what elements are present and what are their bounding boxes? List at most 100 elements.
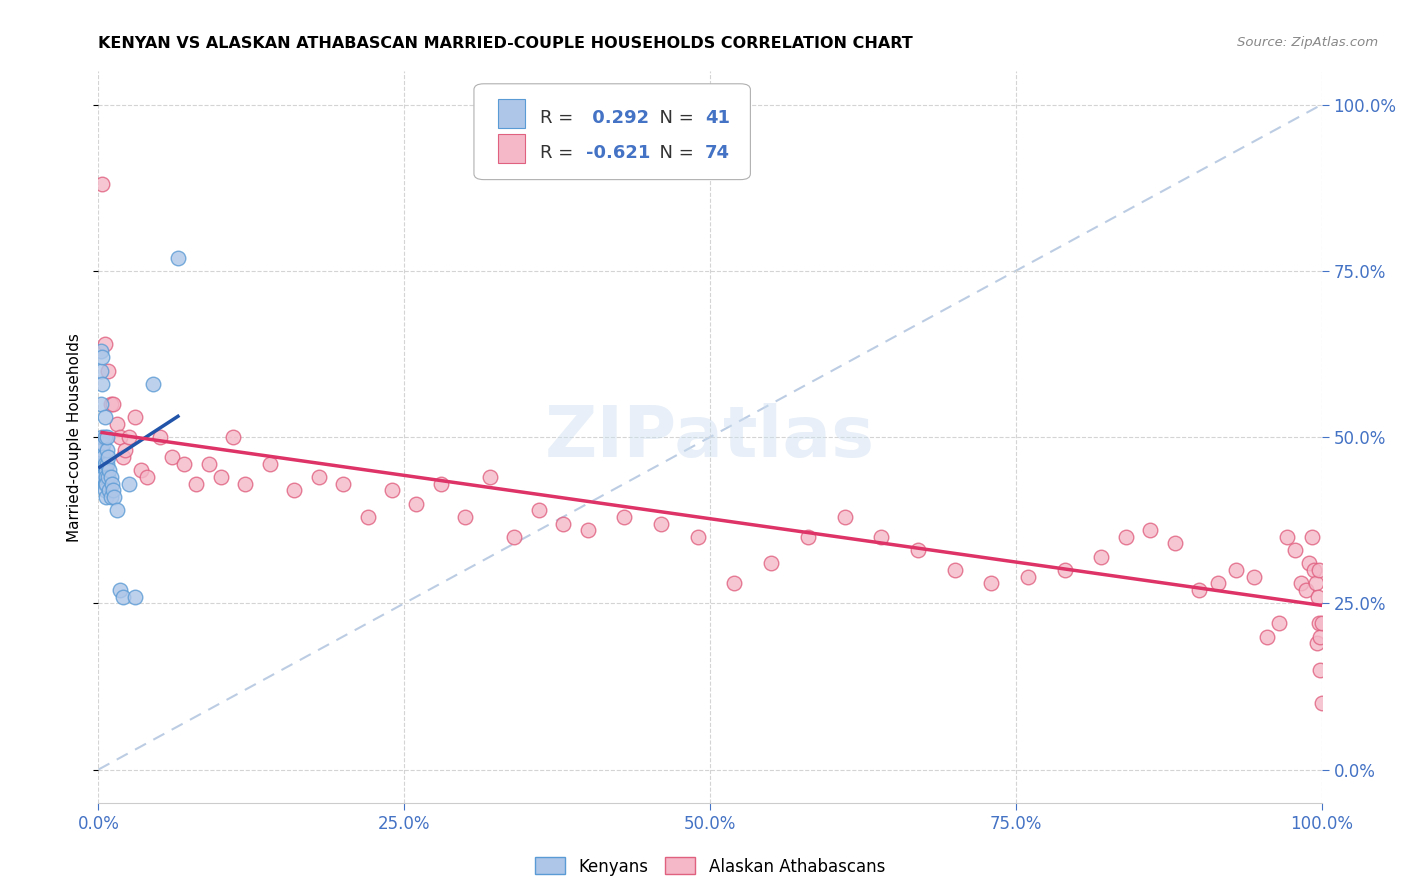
Point xyxy=(1289,576,1312,591)
Point xyxy=(527,503,550,517)
Point xyxy=(173,457,195,471)
Y-axis label: Married-couple Households: Married-couple Households xyxy=(67,333,83,541)
Point xyxy=(91,457,114,471)
Text: Source: ZipAtlas.com: Source: ZipAtlas.com xyxy=(1237,36,1378,49)
Point xyxy=(1310,696,1333,710)
Point xyxy=(186,476,208,491)
Point xyxy=(100,470,122,484)
Point xyxy=(101,397,124,411)
Point xyxy=(111,450,134,464)
Point xyxy=(650,516,672,531)
Point xyxy=(454,509,477,524)
Point xyxy=(1301,530,1323,544)
Point xyxy=(405,497,427,511)
Point xyxy=(797,530,820,544)
Text: -0.621: -0.621 xyxy=(586,144,651,161)
Text: ZIPatlas: ZIPatlas xyxy=(546,402,875,472)
Point xyxy=(943,563,966,577)
Point xyxy=(1298,557,1320,571)
Point xyxy=(381,483,404,498)
Point xyxy=(90,343,112,358)
Point xyxy=(110,430,132,444)
Point xyxy=(259,457,281,471)
Point xyxy=(89,470,111,484)
Point xyxy=(1284,543,1306,558)
Point xyxy=(118,430,141,444)
Point xyxy=(114,443,136,458)
Point xyxy=(1164,536,1187,550)
Point xyxy=(93,410,115,425)
Point xyxy=(91,470,114,484)
Point xyxy=(98,483,121,498)
Point xyxy=(94,463,117,477)
Point xyxy=(1277,530,1299,544)
Point xyxy=(90,397,112,411)
Point xyxy=(97,450,120,464)
Point xyxy=(89,450,111,464)
Point xyxy=(93,457,115,471)
Point xyxy=(834,509,856,524)
Point xyxy=(98,463,121,477)
Point xyxy=(907,543,929,558)
Point xyxy=(136,470,159,484)
Point xyxy=(93,430,115,444)
Point xyxy=(97,470,120,484)
Text: N =: N = xyxy=(648,144,699,161)
Point xyxy=(110,582,132,597)
Point xyxy=(93,476,115,491)
Point xyxy=(613,509,636,524)
Point xyxy=(91,376,114,391)
Point xyxy=(503,530,526,544)
Point xyxy=(111,590,134,604)
Point xyxy=(1206,576,1229,591)
Point xyxy=(93,483,115,498)
Point xyxy=(101,476,124,491)
Point xyxy=(1256,630,1278,644)
Point xyxy=(1306,590,1329,604)
Text: 41: 41 xyxy=(706,109,730,128)
Point xyxy=(1305,576,1327,591)
Text: R =: R = xyxy=(540,109,579,128)
Point xyxy=(1017,570,1039,584)
Point xyxy=(356,509,378,524)
Point xyxy=(91,178,114,192)
Point xyxy=(103,490,125,504)
Point xyxy=(197,457,219,471)
Point xyxy=(105,503,128,517)
Point xyxy=(91,436,114,450)
Point xyxy=(149,430,172,444)
Point xyxy=(761,557,783,571)
Point xyxy=(101,483,124,498)
Point xyxy=(1139,523,1161,537)
Point xyxy=(1243,570,1265,584)
Point xyxy=(142,376,165,391)
Point xyxy=(1268,616,1291,631)
Point xyxy=(1308,616,1330,631)
Point xyxy=(308,470,330,484)
Point xyxy=(96,443,118,458)
Point xyxy=(124,590,146,604)
Point xyxy=(332,476,354,491)
Point xyxy=(1225,563,1247,577)
Point xyxy=(160,450,183,464)
Point xyxy=(91,450,114,464)
Point xyxy=(93,337,115,351)
FancyBboxPatch shape xyxy=(474,84,751,179)
Point xyxy=(553,516,575,531)
Text: KENYAN VS ALASKAN ATHABASCAN MARRIED-COUPLE HOUSEHOLDS CORRELATION CHART: KENYAN VS ALASKAN ATHABASCAN MARRIED-COU… xyxy=(98,36,912,51)
Point xyxy=(96,430,118,444)
Text: 74: 74 xyxy=(706,144,730,161)
Point xyxy=(283,483,305,498)
Text: N =: N = xyxy=(648,109,699,128)
Point xyxy=(1308,563,1330,577)
Point xyxy=(91,443,114,458)
FancyBboxPatch shape xyxy=(498,99,526,128)
Point xyxy=(1115,530,1137,544)
Point xyxy=(124,410,146,425)
Point xyxy=(723,576,745,591)
Point xyxy=(97,363,120,377)
Point xyxy=(1306,636,1329,650)
Text: R =: R = xyxy=(540,144,579,161)
Point xyxy=(100,397,122,411)
Text: 0.292: 0.292 xyxy=(586,109,650,128)
